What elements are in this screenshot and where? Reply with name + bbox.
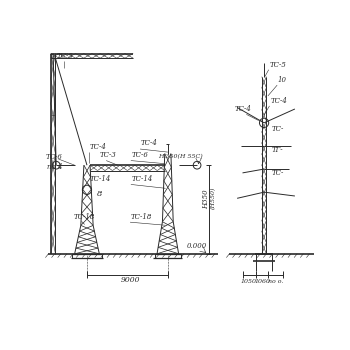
Text: ТС-6: ТС-6 [46, 153, 63, 161]
Text: ТС-4: ТС-4 [270, 97, 287, 105]
Text: ТС-: ТС- [272, 169, 284, 177]
Text: ТС-4: ТС-4 [89, 144, 106, 151]
Text: ТС-14: ТС-14 [89, 175, 111, 183]
Text: Н350: Н350 [202, 190, 210, 209]
Text: по 4: по 4 [47, 163, 62, 172]
Text: Н.350(Н 55С): Н.350(Н 55С) [159, 154, 203, 159]
Text: 1050: 1050 [241, 279, 257, 284]
Text: ТС-4: ТС-4 [235, 105, 252, 113]
Circle shape [193, 161, 201, 169]
Text: ТС-18: ТС-18 [131, 213, 152, 220]
Text: ТГ-: ТГ- [272, 146, 284, 154]
Circle shape [259, 118, 269, 127]
Text: 8: 8 [97, 190, 102, 197]
Text: ТС-18: ТС-18 [74, 213, 95, 220]
Text: ТС-3: ТС-3 [100, 151, 117, 159]
Text: ТС-5: ТС-5 [57, 52, 74, 61]
Text: 10: 10 [278, 76, 287, 84]
Text: (Н550): (Н550) [210, 187, 216, 209]
Text: ТС-: ТС- [272, 125, 284, 133]
Text: ТС-6: ТС-6 [132, 151, 148, 159]
Circle shape [82, 185, 92, 195]
Text: ТС-14: ТС-14 [132, 175, 153, 183]
Text: 0.000: 0.000 [187, 242, 207, 250]
Text: 9000: 9000 [121, 276, 141, 284]
Text: ТС-5: ТС-5 [270, 61, 286, 69]
Text: по о.: по о. [268, 279, 284, 284]
Circle shape [52, 161, 60, 169]
Text: ТС-4: ТС-4 [141, 140, 158, 147]
Text: 1060: 1060 [254, 279, 270, 284]
